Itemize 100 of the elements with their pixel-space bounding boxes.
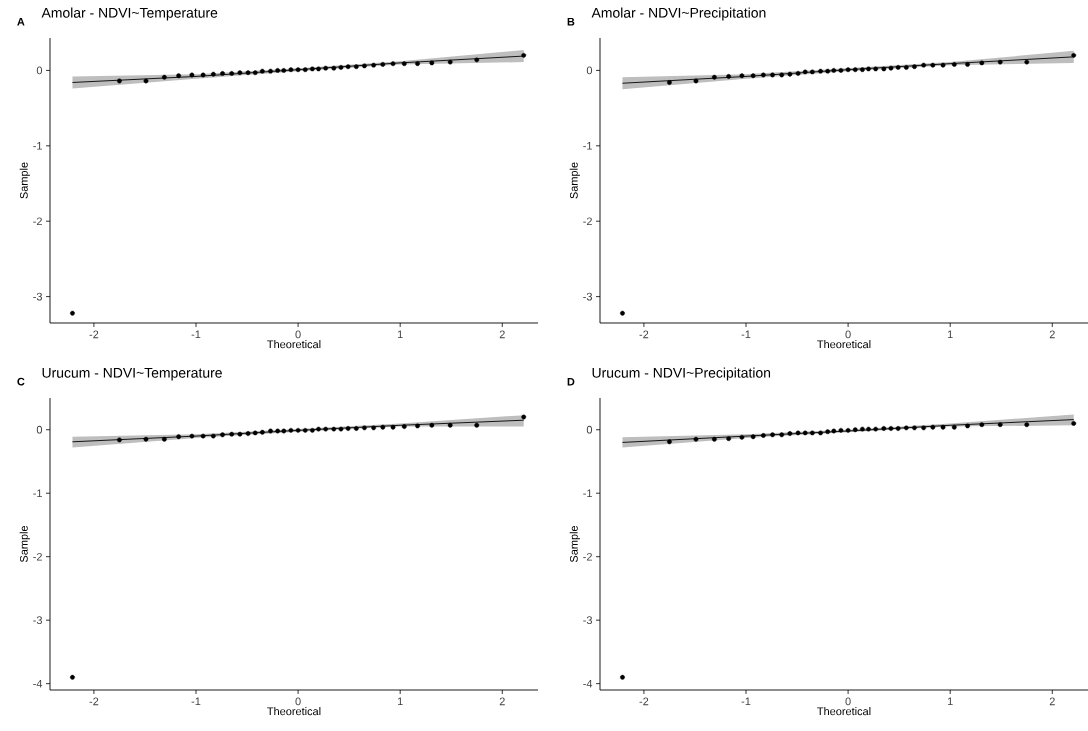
point [117,437,122,443]
y-axis-title: Sample [19,525,30,563]
point [229,431,235,437]
x-tick-label: -1 [741,330,751,339]
point [895,426,901,431]
y-tick-label: -3 [583,616,592,625]
point [711,74,717,80]
point [371,425,377,431]
point [429,422,435,428]
point [362,425,367,431]
point [316,426,321,432]
point [189,433,195,439]
text: D [567,377,575,386]
point [1071,52,1077,58]
point [331,65,337,71]
x-tick-label: 0 [295,697,301,706]
point [237,70,243,76]
point [288,67,294,73]
point [362,63,367,69]
x-tick-label: 0 [845,697,851,706]
y-tick-label: -3 [33,292,42,301]
point [353,426,359,431]
text: C [17,377,25,386]
x-tick-label: 1 [397,330,403,339]
y-tick-label: -4 [583,679,593,688]
point [429,60,435,66]
point [930,424,936,430]
point [979,60,985,66]
y-tick-label: -2 [33,552,42,561]
x-axis-title: Theoretical [267,340,321,349]
point [275,68,281,73]
y-tick-label: -1 [583,142,592,150]
x-tick-label: 0 [845,330,851,339]
point [268,68,273,74]
point [818,68,823,74]
point [888,426,894,431]
point [667,80,672,85]
point [401,424,407,429]
x-tick-label: 0 [295,330,301,339]
x-tick-label: 2 [1049,697,1055,706]
point [338,426,344,432]
x-tick-label: -2 [89,697,99,706]
chart-title: Urucum - NDVI~Precipitation [592,367,771,381]
point [302,427,308,433]
point [176,73,182,79]
x-tick-label: 1 [397,697,403,706]
point [795,430,801,436]
point [795,71,801,76]
point [866,426,871,432]
point [779,432,785,438]
point [845,67,851,73]
point [838,427,844,433]
point [447,422,453,428]
point [259,68,265,74]
point [951,424,957,430]
point [390,61,396,67]
point [809,430,815,436]
point [143,78,149,84]
x-tick-label: -1 [191,697,201,706]
point [161,436,167,442]
y-tick-label: 0 [36,66,43,75]
point [220,432,225,438]
y-tick-label: -1 [33,489,42,497]
point [852,67,858,73]
point [401,61,407,67]
point [809,69,815,75]
point [447,59,453,65]
point [70,674,75,680]
point [852,427,858,433]
x-axis-title: Theoretical [817,340,871,349]
point [210,433,216,439]
point [259,429,265,435]
point [70,310,75,316]
chart-title: Amolar - NDVI~Temperature [41,7,218,21]
y-tick-label: -3 [583,292,592,301]
x-tick-label: 1 [947,697,953,706]
point [275,428,281,434]
point [415,423,420,429]
y-tick-label: 0 [36,425,43,434]
point [881,66,887,72]
point [245,70,251,76]
point [521,52,527,58]
x-tick-label: 2 [1049,330,1055,339]
point [345,426,351,431]
point [831,68,837,73]
x-tick-label: -1 [741,697,751,706]
point [200,72,206,78]
point [760,433,766,438]
point [711,436,717,442]
point [873,66,879,72]
point [770,72,775,78]
point [620,310,625,316]
point [415,61,420,67]
point [787,431,793,436]
point [295,67,301,73]
point [873,426,879,432]
point [802,69,808,75]
point [309,66,315,72]
y-axis-title: Sample [19,162,30,199]
x-tick-label: 1 [947,330,953,339]
